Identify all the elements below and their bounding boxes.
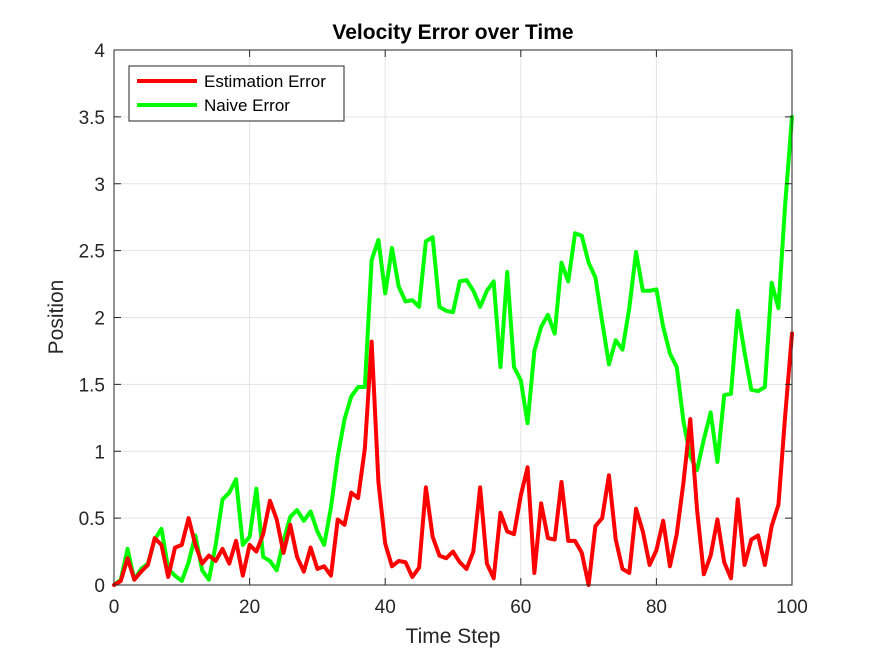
x-axis-label: Time Step (406, 625, 501, 648)
tick-labels: 0 20 40 60 80 100 0 0.5 1 1.5 2 2.5 3 3.5 4 (79, 41, 808, 618)
y-tick-label: 3 (94, 175, 105, 196)
x-tick-label: 60 (510, 597, 531, 618)
chart-title: Velocity Error over Time (332, 21, 573, 44)
y-tick-label: 1.5 (79, 375, 105, 396)
series-layer (112, 114, 794, 587)
y-tick-label: 0 (94, 576, 105, 597)
x-tick-label: 80 (646, 597, 667, 618)
x-tick-label: 40 (375, 597, 396, 618)
legend-box (128, 65, 345, 122)
legend: Estimation Error Naive Error (128, 65, 345, 122)
series-estimation-error (112, 331, 794, 587)
y-tick-label: 4 (94, 41, 105, 62)
y-axis-label: Position (45, 280, 68, 355)
ticks (113, 49, 793, 586)
y-tick-label: 2 (94, 309, 105, 330)
legend-label-naive-error: Naive Error (204, 96, 290, 115)
y-tick-label: 0.5 (79, 509, 105, 530)
x-tick-label: 20 (239, 597, 260, 618)
legend-label-estimation-error: Estimation Error (204, 72, 326, 91)
x-tick-label: 0 (109, 597, 120, 618)
y-tick-label: 1 (94, 442, 105, 463)
x-tick-label: 100 (776, 597, 808, 618)
series-naive-error (112, 114, 794, 587)
y-tick-label: 3.5 (79, 108, 105, 129)
y-tick-label: 2.5 (79, 242, 105, 263)
